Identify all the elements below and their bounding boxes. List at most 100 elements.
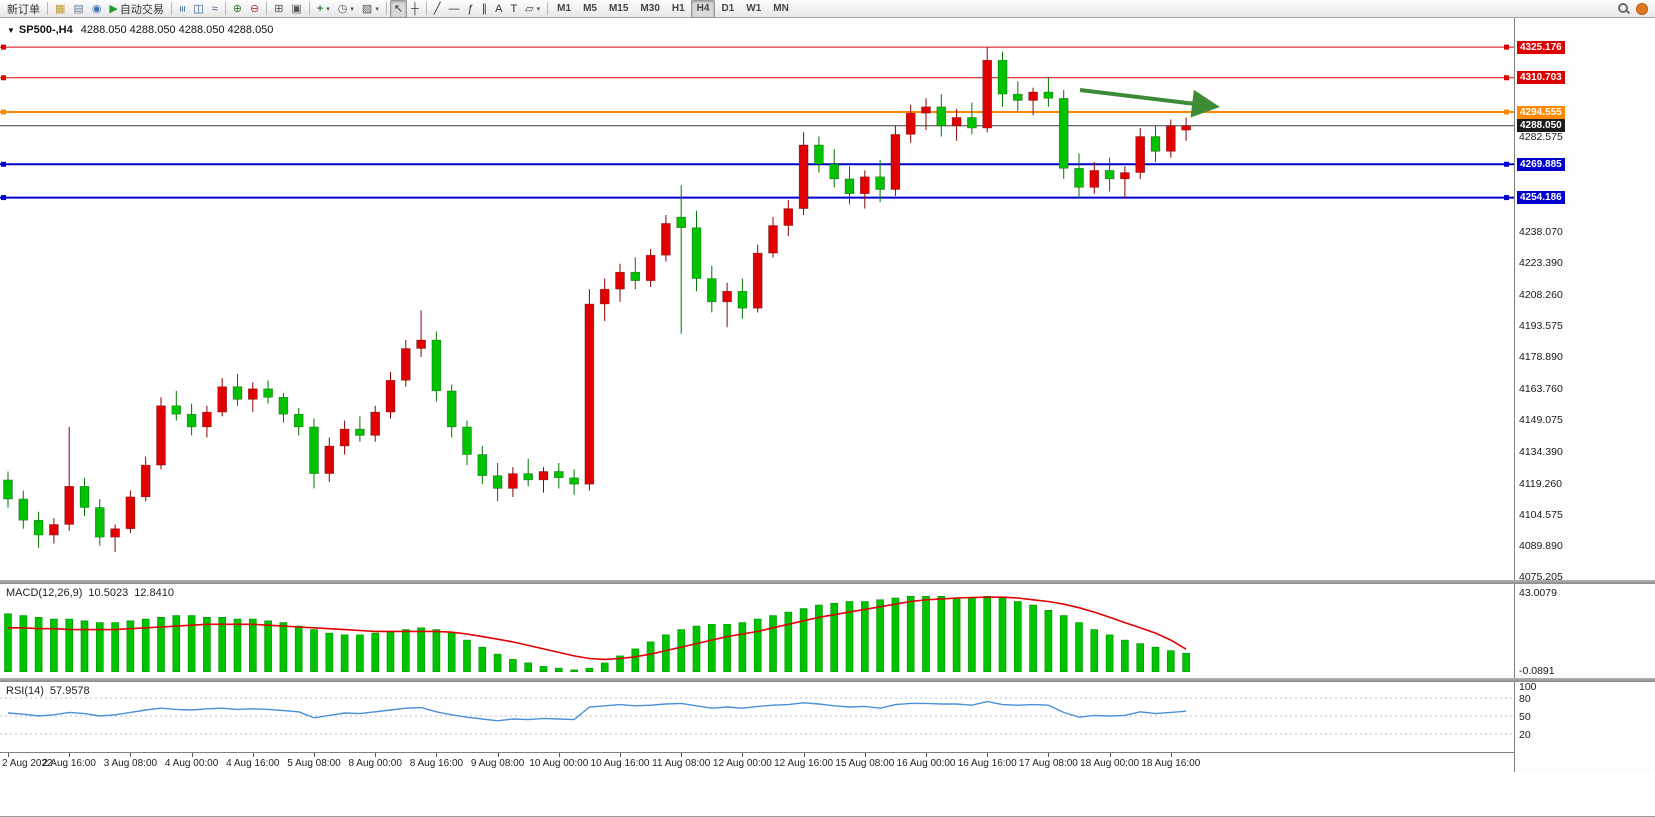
- cursor-icon[interactable]: ↖: [389, 0, 408, 18]
- indicators-icon[interactable]: + ▾: [313, 0, 334, 18]
- search-icon[interactable]: [1617, 2, 1630, 15]
- candle: [339, 428, 350, 447]
- timeframe-button-m5[interactable]: M5: [583, 3, 597, 14]
- timeframe-button-w1[interactable]: W1: [746, 3, 762, 14]
- chart-title: ▼ SP500-,H4 4288.050 4288.050 4288.050 428…: [7, 24, 273, 36]
- line-handle[interactable]: [1504, 75, 1509, 81]
- line-chart-icon: ≈: [211, 2, 218, 15]
- time-tick: [497, 753, 499, 757]
- macd-panel[interactable]: MACD(12,26,9) 10.5023 12.8410: [0, 584, 1514, 678]
- candle: [492, 475, 503, 489]
- line-handle[interactable]: [1504, 109, 1509, 115]
- fibonacci-icon[interactable]: ƒ: [463, 0, 477, 18]
- timeframe-button-m1[interactable]: M1: [557, 3, 572, 14]
- candle: [722, 290, 732, 303]
- line-handle[interactable]: [1504, 161, 1509, 167]
- line-handle[interactable]: [1, 161, 6, 167]
- candle: [33, 519, 44, 536]
- autotrading-button: ▶: [109, 2, 118, 15]
- time-tick: [130, 753, 132, 757]
- trendline-icon[interactable]: ╱: [430, 0, 445, 18]
- candlestick-chart-icon[interactable]: ◫: [189, 0, 207, 18]
- candle: [202, 411, 212, 428]
- candle: [232, 386, 243, 400]
- crosshair-icon[interactable]: ┼: [407, 0, 423, 18]
- macd-value-main: 10.5023: [88, 587, 129, 599]
- macd-value-signal: 12.8410: [134, 587, 174, 599]
- line-handle[interactable]: [1, 44, 6, 50]
- chevron-down-icon[interactable]: ▼: [7, 26, 15, 35]
- line-handle[interactable]: [1504, 195, 1509, 201]
- timeframe-button-d1[interactable]: D1: [721, 3, 735, 14]
- time-tick: [1109, 753, 1111, 757]
- price-scale-label: 4223.390: [1519, 256, 1563, 269]
- line-handle[interactable]: [1, 195, 6, 201]
- macd-chart[interactable]: [0, 584, 1514, 678]
- timeframe-button-m30[interactable]: M30: [640, 3, 660, 14]
- chevron-down-icon: ▾: [375, 5, 379, 13]
- rsi-chart[interactable]: [0, 682, 1514, 750]
- channel-icon[interactable]: ∥: [478, 0, 492, 18]
- line-handle[interactable]: [1, 75, 6, 81]
- tile-windows-icon[interactable]: ⊞: [270, 0, 287, 18]
- price-scale-label: 4193.575: [1519, 320, 1563, 333]
- time-axis[interactable]: 2 Aug 2022 2 Aug 16:00 3 Aug 08:00 4 Aug 00…: [0, 752, 1514, 773]
- candle: [171, 405, 182, 415]
- time-axis-label: 4 Aug 16:00: [226, 758, 280, 769]
- toolbar-right: [1617, 2, 1652, 15]
- candle: [844, 178, 855, 195]
- line-handle[interactable]: [1, 109, 6, 115]
- timeframe-button-h4[interactable]: H4: [690, 0, 716, 18]
- line-chart-icon[interactable]: ≈: [208, 0, 222, 18]
- time-axis-label: 10 Aug 00:00: [529, 758, 589, 769]
- shapes-icon[interactable]: ▱ ▾: [521, 0, 544, 18]
- label-icon: T: [510, 2, 518, 15]
- bar-chart-icon[interactable]: ≡: [175, 0, 189, 18]
- time-axis-label: 5 Aug 08:00: [287, 758, 341, 769]
- candle: [1028, 91, 1038, 101]
- time-tick: [926, 753, 927, 757]
- trend-arrow-annotation[interactable]: [1079, 88, 1220, 118]
- time-tick: [69, 753, 71, 757]
- zoom-out-icon[interactable]: ⊖: [246, 0, 263, 18]
- candle: [125, 496, 136, 529]
- text-icon[interactable]: A: [491, 0, 506, 18]
- autotrading-button[interactable]: ▶ 自动交易: [105, 0, 167, 18]
- candle: [64, 485, 74, 525]
- new-order-button-label: 新订单: [7, 3, 40, 16]
- community-icon[interactable]: ◉: [88, 0, 106, 18]
- panel-splitter[interactable]: [0, 580, 1655, 584]
- zoom-out-icon: ⊖: [249, 2, 260, 15]
- new-chart-icon[interactable]: ▦: [51, 0, 69, 18]
- candle: [967, 117, 977, 129]
- new-order-button[interactable]: 新订单: [3, 0, 44, 18]
- time-axis-label: 18 Aug 00:00: [1080, 758, 1140, 769]
- panel-splitter[interactable]: [0, 678, 1655, 682]
- rsi-panel[interactable]: RSI(14) 57.9578: [0, 682, 1514, 750]
- price-chart-panel[interactable]: ▼ SP500-,H4 4288.050 4288.050 4288.050 428…: [0, 18, 1514, 580]
- candle: [217, 386, 227, 413]
- ohlc-values: 4288.050 4288.050 4288.050 4288.050: [80, 24, 274, 36]
- templates-icon[interactable]: ▨ ▾: [358, 0, 383, 18]
- line-handle[interactable]: [1504, 44, 1509, 50]
- crosshair-icon: ┼: [411, 2, 419, 15]
- candle: [1135, 136, 1145, 173]
- candlestick-chart[interactable]: [0, 18, 1514, 580]
- candle: [875, 176, 885, 190]
- label-icon[interactable]: T: [506, 0, 521, 18]
- notifications-icon[interactable]: [1636, 2, 1648, 15]
- channel-icon: ∥: [481, 2, 488, 15]
- time-tick: [314, 753, 315, 757]
- timeframe-button-m15[interactable]: M15: [608, 3, 629, 14]
- timeframe-button-h1[interactable]: H1: [671, 3, 685, 14]
- time-tick: [558, 753, 560, 757]
- zoom-in-icon[interactable]: ⊕: [229, 0, 246, 18]
- price-scale[interactable]: 4282.575 4238.070 4223.390 4208.260 4193.575…: [1514, 18, 1655, 772]
- candle: [324, 445, 335, 474]
- periods-icon[interactable]: ◷ ▾: [334, 0, 358, 18]
- horizontal-line-icon[interactable]: ―: [444, 0, 463, 18]
- trendline-icon: ╱: [433, 2, 441, 15]
- cascade-windows-icon[interactable]: ▣: [287, 0, 305, 18]
- timeframe-button-mn[interactable]: MN: [773, 3, 789, 14]
- print-icon[interactable]: ▤: [69, 0, 87, 18]
